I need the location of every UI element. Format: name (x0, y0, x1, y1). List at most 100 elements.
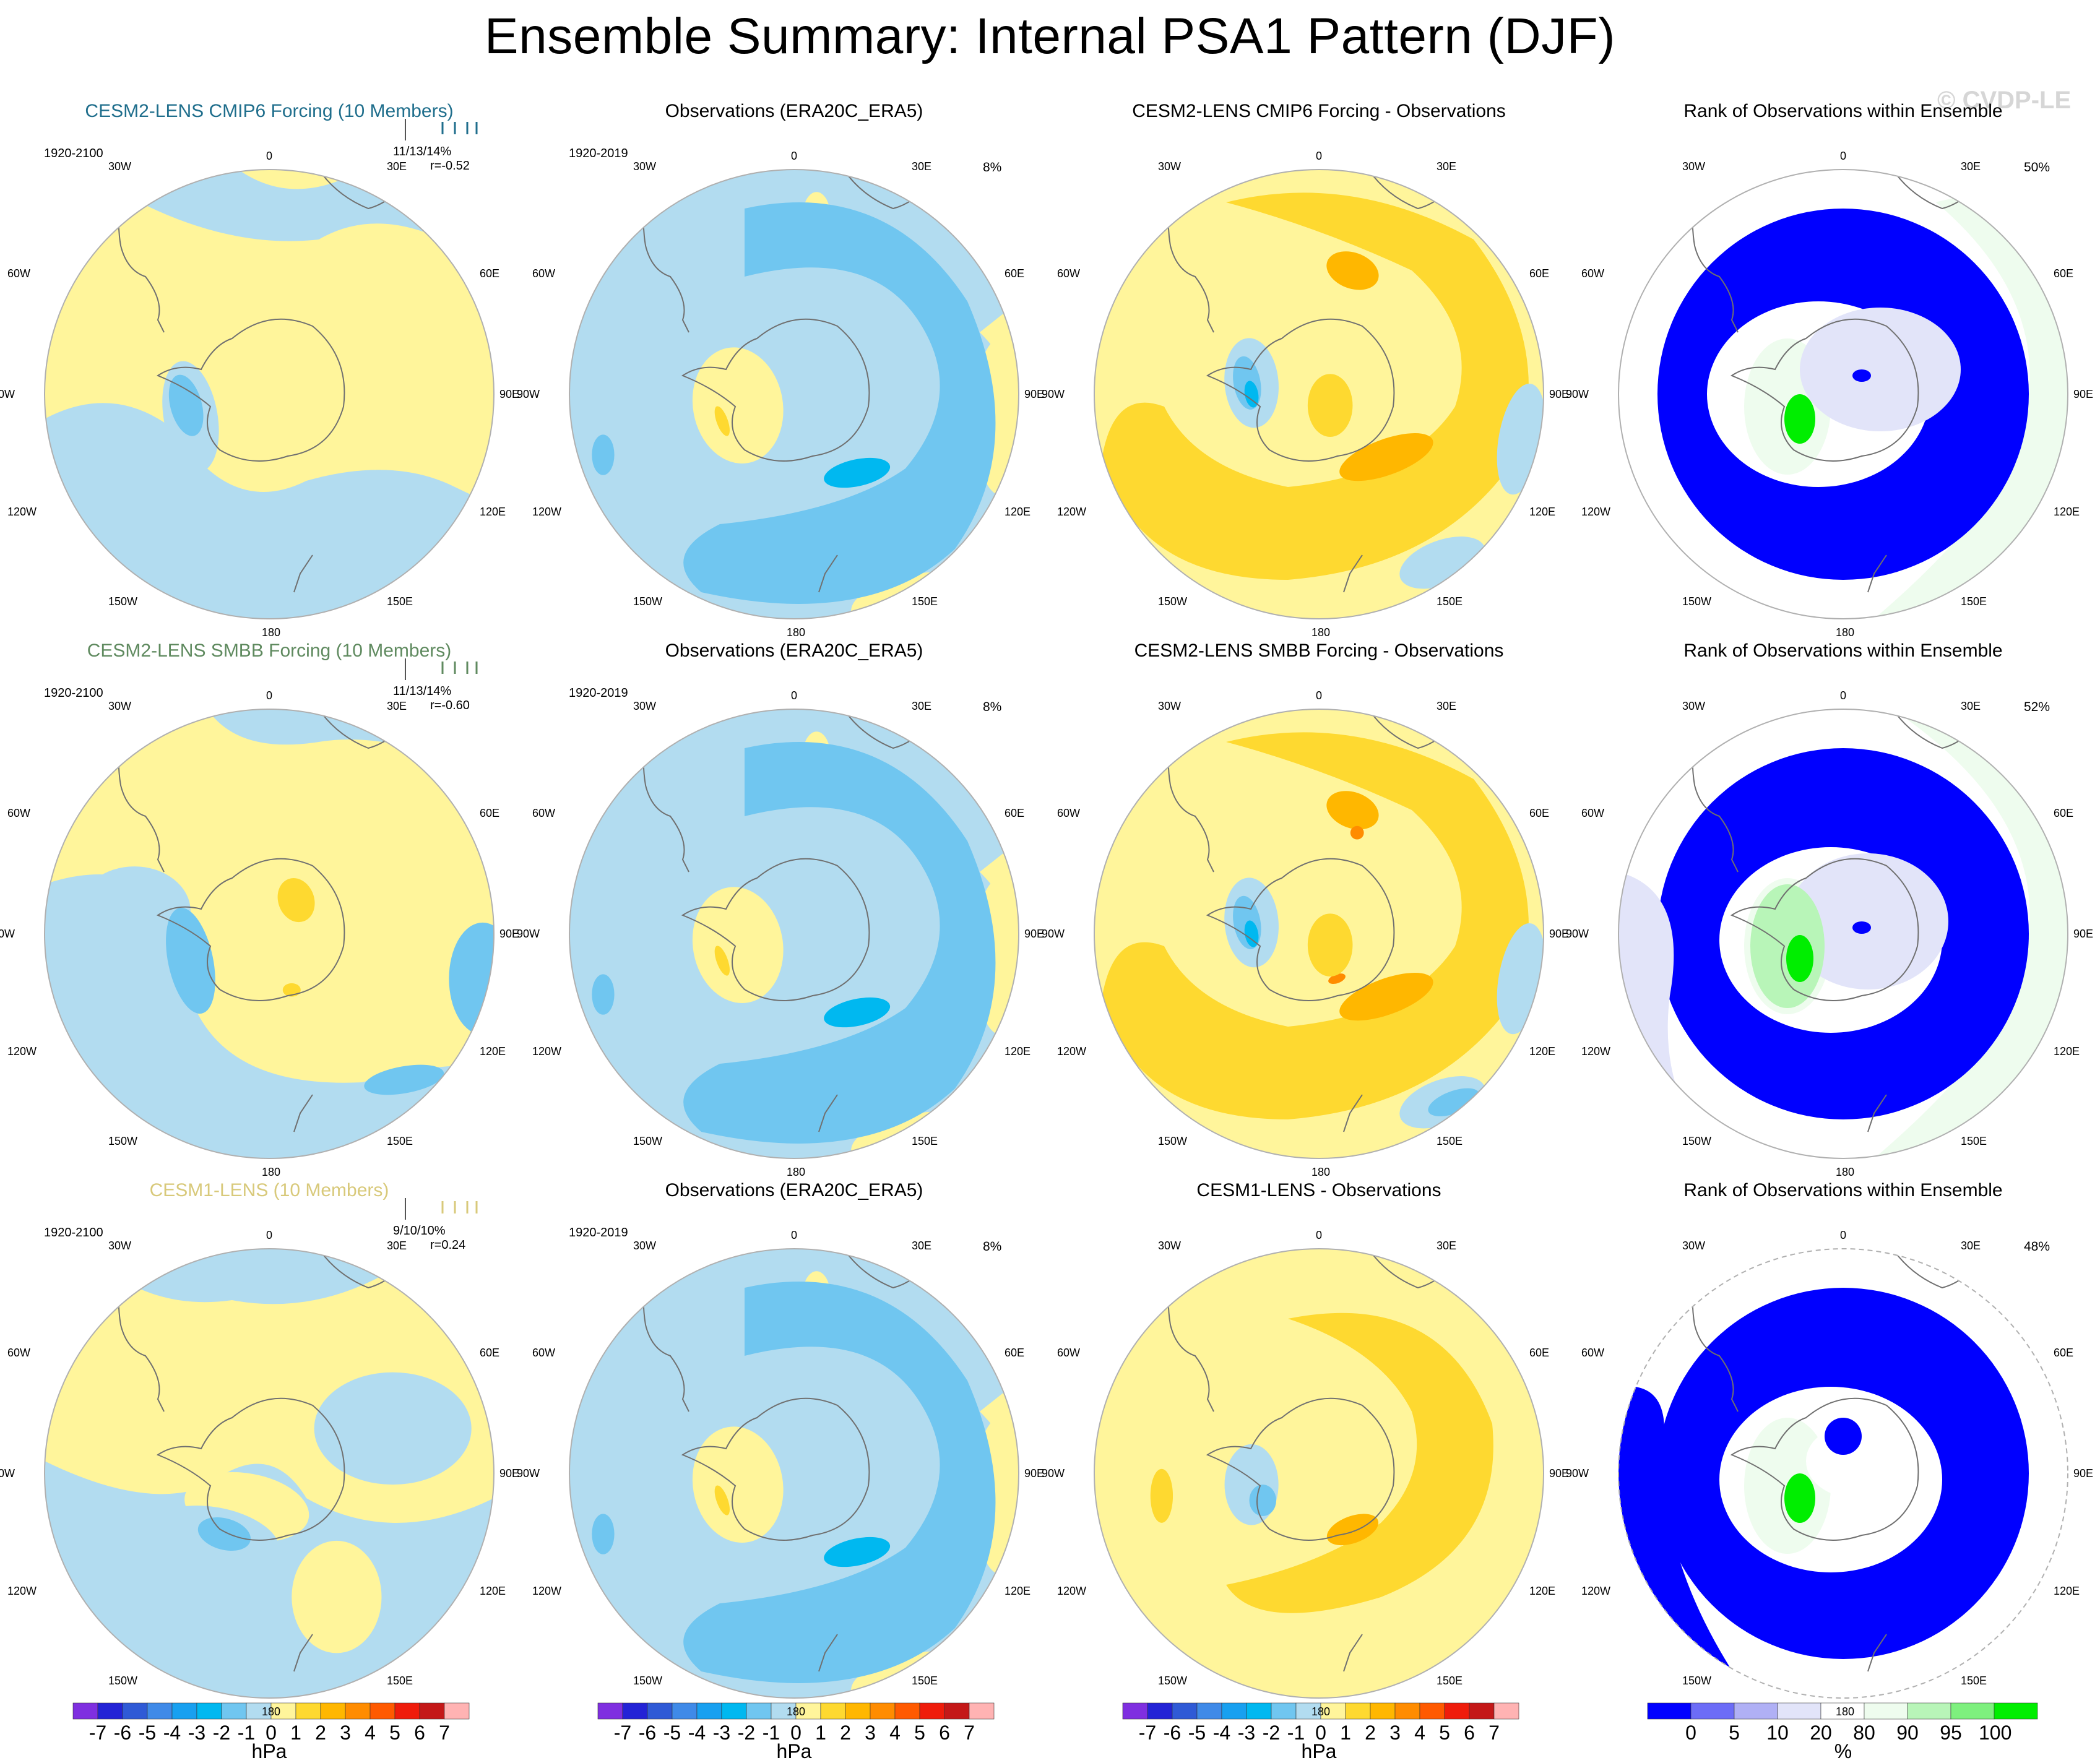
longitude-label-lower-right: 150E (1961, 595, 1987, 608)
panel-diff-row1 (1094, 169, 1544, 619)
longitude-label-top: 0 (791, 150, 798, 162)
longitude-label-top: 0 (791, 1229, 798, 1241)
panel-rank-row1 (1618, 169, 2068, 619)
period-label: 1920-2019 (569, 147, 628, 160)
longitude-label-bottom: 180 (262, 1705, 281, 1718)
positive-core (714, 406, 730, 436)
positive-band (1102, 192, 1529, 580)
colorbar-swatch (1444, 1702, 1470, 1720)
antarctica-coast (1206, 1397, 1395, 1541)
colorbar-tick: -4 (688, 1722, 706, 1744)
negative-core (1428, 1088, 1480, 1116)
positive-core (1307, 913, 1353, 976)
colorbar-tick: -5 (138, 1722, 157, 1744)
colorbar-tick: -2 (212, 1722, 231, 1744)
panel-title: Rank of Observations within Ensemble (1683, 101, 2003, 121)
longitude-label-mid-lower-right: 120E (2054, 506, 2080, 518)
colorbar-swatch (1320, 1702, 1346, 1720)
colorbar-tick: -1 (237, 1722, 256, 1744)
colorbar-tick: 3 (340, 1722, 351, 1744)
colorbar-swatch (1147, 1702, 1173, 1720)
longitude-label-mid-lower-left: 120W (1057, 1045, 1087, 1058)
period-label: 1920-2019 (569, 1226, 628, 1239)
longitude-label-upper-left: 30W (633, 160, 657, 173)
negative-core (1249, 1485, 1277, 1516)
colorbar-tick: -6 (1163, 1722, 1182, 1744)
longitude-label-right: 90E (1024, 928, 1045, 940)
colorbar-swatch (419, 1702, 445, 1720)
colorbar-swatch (1950, 1702, 1995, 1720)
colorbar-tick: 4 (889, 1722, 901, 1744)
colorbar-swatch (122, 1702, 148, 1720)
positive-core (1326, 1514, 1379, 1546)
longitude-label-bottom: 180 (1311, 1166, 1331, 1178)
longitude-label-mid-upper-left: 60W (1057, 807, 1081, 819)
correlation-label: r=-0.60 (430, 699, 470, 712)
longitude-label-mid-lower-left: 120W (1581, 1045, 1611, 1058)
antarctica-coast (1730, 858, 1919, 1001)
antarctica-coast (156, 318, 345, 462)
antarctica-coast (156, 858, 345, 1001)
period-label: 1920-2100 (44, 686, 103, 700)
panel-obs-row3 (569, 1248, 1019, 1699)
variance-percent: 8% (983, 1239, 1002, 1254)
longitude-label-mid-lower-left: 120W (532, 1585, 562, 1597)
longitude-label-bottom: 180 (262, 1166, 281, 1178)
new-zealand-coast (818, 1634, 838, 1672)
positive-band (1102, 732, 1529, 1119)
longitude-label-upper-left: 30W (108, 160, 132, 173)
panel-title: Rank of Observations within Ensemble (1683, 1180, 2003, 1200)
longitude-label-mid-lower-right: 120E (1005, 1045, 1031, 1058)
longitude-label-mid-upper-left: 60W (532, 807, 556, 819)
panel-obs-row1 (569, 169, 1019, 619)
colorbar-swatch (1690, 1702, 1735, 1720)
colorbar-swatch (221, 1702, 247, 1720)
longitude-label-mid-upper-right: 60E (480, 267, 500, 280)
longitude-label-mid-lower-right: 120E (2054, 1045, 2080, 1058)
colorbar-tick: 6 (939, 1722, 950, 1744)
panel-rank-row2 (1618, 709, 2068, 1159)
longitude-label-bottom: 180 (1836, 1705, 1855, 1718)
colorbar-tick: 4 (1414, 1722, 1425, 1744)
longitude-label-lower-left: 150W (108, 1135, 138, 1147)
colorbar-swatch (1419, 1702, 1445, 1720)
longitude-label-mid-upper-right: 60E (1529, 807, 1550, 819)
longitude-label-lower-right: 150E (1961, 1675, 1987, 1687)
negative-core (166, 908, 215, 1014)
longitude-label-upper-right: 30E (912, 160, 932, 173)
longitude-label-left: 90W (1566, 388, 1589, 400)
longitude-label-right: 90E (2073, 1467, 2094, 1480)
colorbar-tick: 0 (790, 1722, 802, 1744)
negative-core (592, 434, 615, 475)
longitude-label-mid-upper-left: 60W (1057, 267, 1081, 280)
longitude-label-mid-lower-right: 120E (1005, 506, 1031, 518)
map-boundary (44, 169, 495, 619)
positive-region (692, 887, 784, 1003)
longitude-label-mid-upper-right: 60E (1529, 267, 1550, 280)
negative-core (683, 742, 996, 1144)
longitude-label-mid-upper-left: 60W (532, 1347, 556, 1359)
negative-core (1244, 381, 1259, 408)
longitude-label-upper-left: 30W (1158, 160, 1182, 173)
longitude-label-top: 0 (266, 689, 273, 702)
longitude-label-mid-lower-left: 120W (1057, 1585, 1087, 1597)
longitude-label-mid-lower-left: 120W (532, 506, 562, 518)
panel-title: Observations (ERA20C_ERA5) (665, 640, 923, 661)
longitude-label-right: 90E (499, 928, 520, 940)
antarctica-coast (1206, 858, 1395, 1001)
panel-title: Observations (ERA20C_ERA5) (665, 1180, 923, 1200)
longitude-label-mid-upper-right: 60E (2054, 267, 2074, 280)
colorbar-unit: hPa (251, 1740, 287, 1762)
longitude-label-top: 0 (791, 689, 798, 702)
longitude-label-upper-left: 30W (108, 700, 132, 712)
longitude-label-lower-right: 150E (912, 595, 938, 608)
colorbar-swatch (597, 1702, 623, 1720)
longitude-label-mid-lower-left: 120W (1581, 1585, 1611, 1597)
positive-band (1226, 1313, 1493, 1613)
colorbar-swatch (444, 1702, 470, 1720)
colorbar-swatch (1271, 1702, 1297, 1720)
rank-90-95 (1750, 884, 1825, 1008)
negative-core (824, 997, 891, 1028)
longitude-label-upper-left: 30W (1158, 700, 1182, 712)
